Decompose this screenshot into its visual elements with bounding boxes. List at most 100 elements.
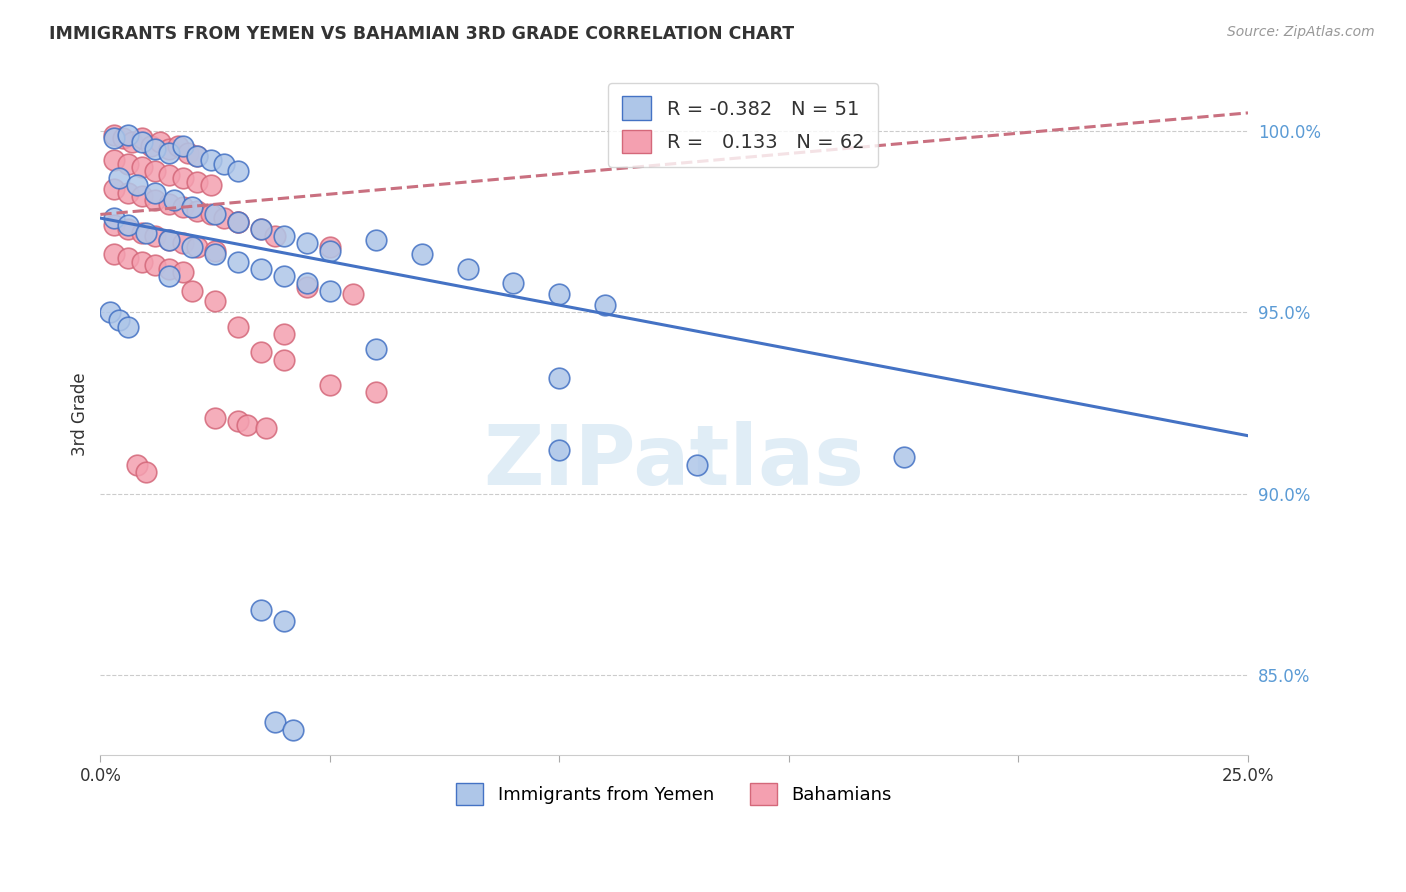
Point xyxy=(145,229,167,244)
Point xyxy=(319,240,342,254)
Point xyxy=(117,156,139,170)
Point xyxy=(226,414,249,428)
Y-axis label: 3rd Grade: 3rd Grade xyxy=(72,372,89,456)
Point xyxy=(145,186,167,200)
Point xyxy=(364,342,387,356)
Point xyxy=(103,131,125,145)
Legend: Immigrants from Yemen, Bahamians: Immigrants from Yemen, Bahamians xyxy=(447,774,901,814)
Point xyxy=(172,200,194,214)
Point xyxy=(145,193,167,207)
Point xyxy=(204,244,226,258)
Point xyxy=(181,284,204,298)
Text: ZIPatlas: ZIPatlas xyxy=(484,421,865,502)
Point xyxy=(319,378,342,392)
Point xyxy=(250,603,273,617)
Point xyxy=(200,178,222,193)
Point xyxy=(172,236,194,251)
Point xyxy=(273,614,295,628)
Point xyxy=(139,138,162,153)
Point xyxy=(548,370,571,384)
Point xyxy=(135,465,157,479)
Point xyxy=(250,222,273,236)
Point xyxy=(273,352,295,367)
Point xyxy=(686,458,709,472)
Point xyxy=(214,156,236,170)
Point xyxy=(145,142,167,156)
Point xyxy=(172,265,194,279)
Point xyxy=(172,171,194,186)
Point xyxy=(131,161,153,175)
Point xyxy=(103,182,125,196)
Point xyxy=(502,277,524,291)
Point xyxy=(204,294,226,309)
Point xyxy=(200,153,222,167)
Point xyxy=(149,135,172,149)
Point xyxy=(145,258,167,272)
Point xyxy=(595,298,617,312)
Point xyxy=(103,128,125,142)
Point xyxy=(457,261,479,276)
Point xyxy=(226,254,249,268)
Point xyxy=(186,149,208,163)
Point xyxy=(186,175,208,189)
Point xyxy=(163,193,186,207)
Point xyxy=(117,128,139,142)
Point xyxy=(125,458,148,472)
Point xyxy=(295,277,318,291)
Point xyxy=(107,312,129,326)
Point xyxy=(342,287,364,301)
Point xyxy=(181,240,204,254)
Point xyxy=(186,149,208,163)
Point xyxy=(103,211,125,225)
Point xyxy=(117,222,139,236)
Point xyxy=(548,287,571,301)
Point xyxy=(176,145,198,160)
Point xyxy=(319,244,342,258)
Point xyxy=(250,222,273,236)
Point xyxy=(200,207,222,221)
Point xyxy=(117,251,139,265)
Point xyxy=(157,145,180,160)
Point xyxy=(319,284,342,298)
Point xyxy=(103,153,125,167)
Point xyxy=(103,219,125,233)
Point xyxy=(236,417,259,432)
Point xyxy=(135,226,157,240)
Text: Source: ZipAtlas.com: Source: ZipAtlas.com xyxy=(1227,25,1375,39)
Point xyxy=(893,450,915,465)
Point xyxy=(181,200,204,214)
Point xyxy=(548,443,571,458)
Point xyxy=(131,254,153,268)
Point xyxy=(98,305,121,319)
Point xyxy=(121,135,143,149)
Point xyxy=(263,715,285,730)
Point xyxy=(226,215,249,229)
Point xyxy=(167,138,190,153)
Point xyxy=(214,211,236,225)
Point xyxy=(273,269,295,284)
Point xyxy=(295,236,318,251)
Point xyxy=(295,280,318,294)
Point xyxy=(226,215,249,229)
Point xyxy=(157,168,180,182)
Point xyxy=(145,164,167,178)
Point xyxy=(226,319,249,334)
Point xyxy=(157,233,180,247)
Point xyxy=(157,196,180,211)
Point xyxy=(131,131,153,145)
Point xyxy=(157,261,180,276)
Point xyxy=(131,135,153,149)
Point xyxy=(364,385,387,400)
Point xyxy=(103,247,125,261)
Point xyxy=(226,164,249,178)
Point xyxy=(254,421,277,435)
Point xyxy=(250,261,273,276)
Point xyxy=(157,142,180,156)
Point xyxy=(172,138,194,153)
Point xyxy=(117,186,139,200)
Point xyxy=(283,723,305,737)
Point xyxy=(250,345,273,359)
Point xyxy=(204,207,226,221)
Point xyxy=(204,410,226,425)
Point xyxy=(131,189,153,203)
